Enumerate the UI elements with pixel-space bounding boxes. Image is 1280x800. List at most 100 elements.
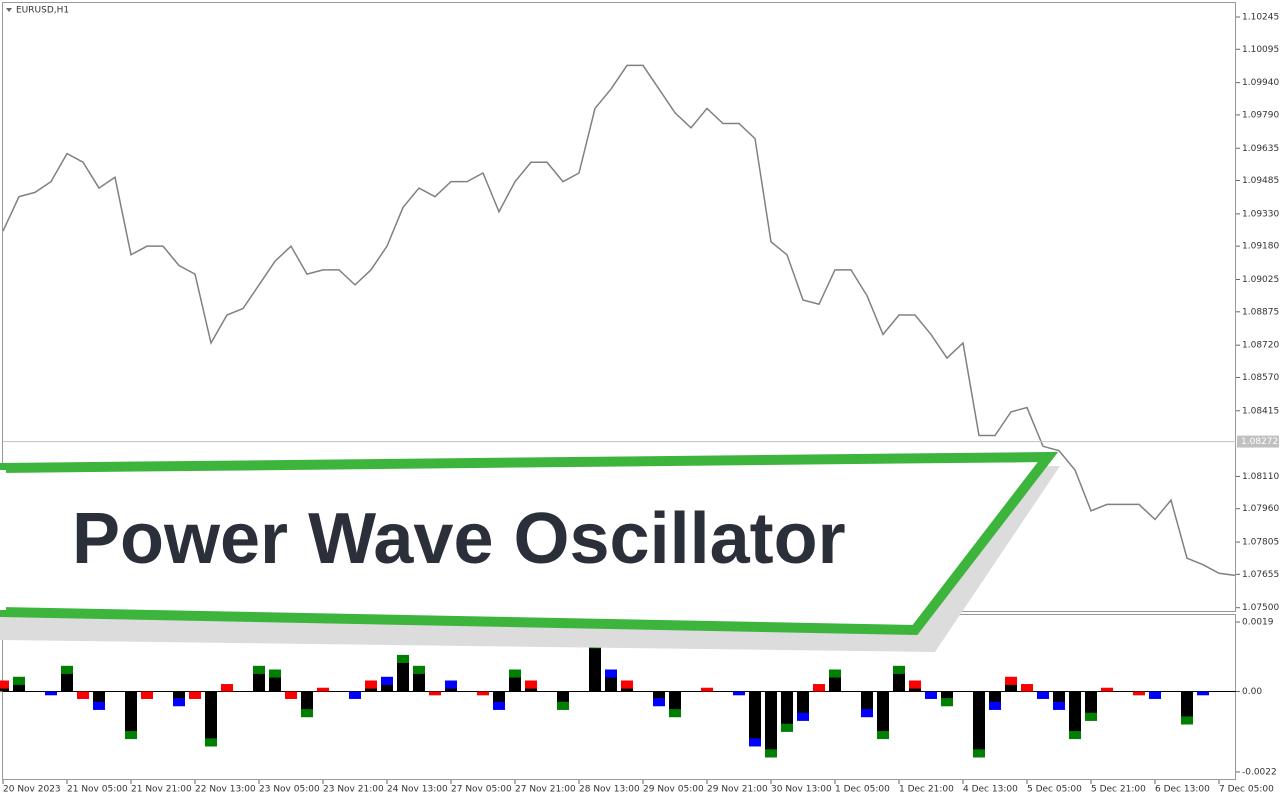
bar-tip bbox=[77, 691, 89, 699]
bar-tip bbox=[381, 676, 393, 685]
banner-title: Power Wave Oscillator bbox=[72, 499, 846, 579]
bar-tip bbox=[621, 680, 633, 689]
x-tick-label: 30 Nov 13:00 bbox=[771, 785, 832, 795]
y-tick-label: 1.09330 bbox=[1242, 209, 1279, 219]
x-tick-label: 22 Nov 13:00 bbox=[195, 785, 256, 795]
x-tick-label: 29 Nov 05:00 bbox=[643, 785, 704, 795]
x-tick-label: 4 Dec 13:00 bbox=[963, 785, 1018, 795]
y-tick-label: 1.08875 bbox=[1242, 307, 1279, 317]
current-price-label: 1.08272 bbox=[1241, 437, 1278, 447]
bar-tip bbox=[893, 665, 905, 674]
bar-tip bbox=[1021, 684, 1033, 692]
x-tick-label: 5 Dec 21:00 bbox=[1091, 785, 1146, 795]
x-tick-label: 29 Nov 21:00 bbox=[707, 785, 768, 795]
y-tick-label: 1.07500 bbox=[1242, 603, 1279, 613]
bar-tip bbox=[429, 691, 441, 696]
x-tick-label: 7 Dec 05:00 bbox=[1219, 785, 1274, 795]
banner-shape bbox=[0, 451, 1059, 636]
bar-tip bbox=[413, 665, 425, 674]
x-tick-label: 28 Nov 13:00 bbox=[579, 785, 640, 795]
y-tick-label: 1.09940 bbox=[1242, 78, 1279, 88]
y-tick-label: 1.09025 bbox=[1242, 275, 1279, 285]
bar-tip bbox=[509, 669, 521, 678]
bar bbox=[749, 691, 761, 747]
current-price-box bbox=[1237, 435, 1279, 448]
bar-tip bbox=[1181, 716, 1193, 725]
bar-tip bbox=[269, 669, 281, 678]
bar-tip bbox=[861, 709, 873, 718]
bar bbox=[781, 691, 793, 732]
x-tick-label: 20 Nov 2023 bbox=[3, 785, 61, 795]
symbol-title: EURUSD,H1 bbox=[16, 6, 69, 16]
bar-tip bbox=[653, 698, 665, 707]
bar-tip bbox=[669, 709, 681, 718]
bar-tip bbox=[13, 676, 25, 685]
x-tick-label: 5 Dec 05:00 bbox=[1027, 785, 1082, 795]
bar-tip bbox=[61, 665, 73, 674]
y-tick-label: 0.00 bbox=[1242, 687, 1262, 697]
bar-tip bbox=[877, 731, 889, 740]
bar bbox=[205, 691, 217, 747]
y-tick-label: 0.0019 bbox=[1242, 618, 1274, 628]
y-tick-label: 1.08110 bbox=[1242, 472, 1279, 482]
y-tick-label: 1.10095 bbox=[1242, 45, 1279, 55]
x-tick-label: 1 Dec 21:00 bbox=[899, 785, 954, 795]
bar-tip bbox=[285, 691, 297, 699]
bar-tip bbox=[253, 665, 265, 674]
bar-tip bbox=[125, 731, 137, 740]
bar-tip bbox=[525, 680, 537, 689]
bar-tip bbox=[45, 691, 57, 696]
y-tick-label: 1.08720 bbox=[1242, 341, 1279, 351]
bar-tip bbox=[749, 738, 761, 747]
bar-tip bbox=[701, 687, 713, 692]
bar-tip bbox=[941, 698, 953, 707]
y-tick-label: 1.09180 bbox=[1242, 242, 1279, 252]
y-tick-label: 1.07960 bbox=[1242, 504, 1279, 514]
bar bbox=[1069, 691, 1081, 740]
bar bbox=[1181, 691, 1193, 725]
bar-tip bbox=[605, 669, 617, 678]
bar bbox=[877, 691, 889, 740]
bar bbox=[765, 691, 777, 758]
bar-tip bbox=[1053, 701, 1065, 710]
banner-edge bbox=[0, 470, 6, 610]
bar-tip bbox=[317, 687, 329, 692]
y-tick-label: 1.07805 bbox=[1242, 538, 1279, 548]
bar-tip bbox=[733, 691, 745, 696]
dropdown-icon bbox=[6, 8, 12, 12]
bar-tip bbox=[477, 691, 489, 696]
bar-tip bbox=[173, 698, 185, 707]
bar-tip bbox=[205, 738, 217, 747]
bar-tip bbox=[445, 680, 457, 689]
bar-tip bbox=[797, 712, 809, 721]
bar-tip bbox=[1005, 676, 1017, 685]
bar-tip bbox=[1069, 731, 1081, 740]
banner: Power Wave Oscillator bbox=[0, 451, 1060, 652]
bar-tip bbox=[557, 701, 569, 710]
bar bbox=[589, 640, 601, 692]
bar-tip bbox=[765, 749, 777, 758]
x-tick-label: 21 Nov 05:00 bbox=[67, 785, 128, 795]
y-tick-label: 1.09635 bbox=[1242, 144, 1279, 154]
y-tick-label: 1.08570 bbox=[1242, 373, 1279, 383]
y-tick-label: 1.07655 bbox=[1242, 570, 1279, 580]
x-tick-label: 27 Nov 05:00 bbox=[451, 785, 512, 795]
bar-tip bbox=[0, 680, 9, 689]
x-tick-label: 27 Nov 21:00 bbox=[515, 785, 576, 795]
y-tick-label: 1.10245 bbox=[1242, 12, 1279, 22]
bar-tip bbox=[493, 701, 505, 710]
bar bbox=[125, 691, 137, 740]
bar-tip bbox=[301, 709, 313, 718]
bar-tip bbox=[1101, 687, 1113, 692]
bar-tip bbox=[349, 691, 361, 699]
bar-tip bbox=[397, 654, 409, 663]
price-line bbox=[2, 64, 1236, 577]
bar-tip bbox=[973, 749, 985, 758]
bar-tip bbox=[1037, 691, 1049, 699]
bar-tip bbox=[93, 701, 105, 710]
bar-tip bbox=[829, 669, 841, 678]
